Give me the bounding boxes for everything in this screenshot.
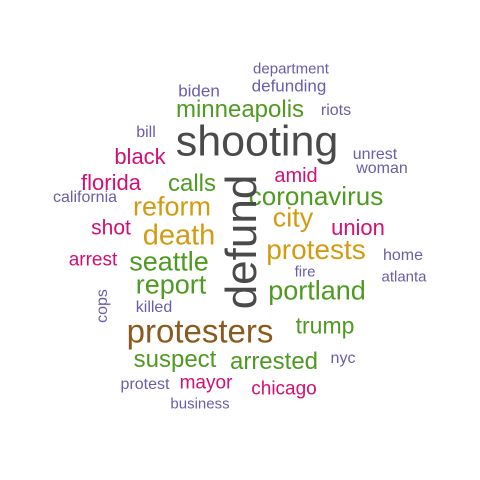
word-trump: trump bbox=[295, 312, 355, 339]
word-defund: defund bbox=[217, 174, 266, 310]
word-business: business bbox=[170, 395, 230, 413]
word-biden: biden bbox=[178, 81, 220, 101]
word-department: department bbox=[253, 60, 329, 78]
word-arrested: arrested bbox=[229, 348, 319, 375]
word-cops: cops bbox=[94, 289, 111, 323]
word-atlanta: atlanta bbox=[381, 268, 427, 286]
word-arrest: arrest bbox=[68, 249, 118, 271]
word-california: california bbox=[52, 189, 118, 206]
word-reform: reform bbox=[132, 191, 212, 222]
word-bill: bill bbox=[136, 124, 156, 141]
word-union: union bbox=[331, 215, 385, 240]
word-home: home bbox=[382, 247, 424, 264]
word-defunding: defunding bbox=[251, 76, 327, 96]
word-killed: killed bbox=[135, 299, 173, 316]
word-seattle: seattle bbox=[129, 246, 209, 277]
word-report: report bbox=[135, 269, 207, 300]
word-protests: protests bbox=[266, 234, 366, 265]
word-riots: riots bbox=[320, 102, 352, 119]
word-florida: florida bbox=[81, 170, 141, 195]
word-suspect: suspect bbox=[133, 346, 217, 373]
word-unrest: unrest bbox=[352, 146, 398, 163]
word-mayor: mayor bbox=[179, 372, 233, 394]
word-fire: fire bbox=[294, 263, 316, 281]
word-calls: calls bbox=[167, 170, 217, 197]
word-woman: woman bbox=[356, 160, 408, 177]
word-protest: protest bbox=[120, 376, 170, 393]
word-black: black bbox=[114, 144, 166, 169]
word-chicago: chicago bbox=[251, 378, 317, 400]
word-shot: shot bbox=[91, 216, 131, 240]
word-minneapolis: minneapolis bbox=[175, 96, 305, 123]
word-shooting: shooting bbox=[175, 117, 339, 166]
word-protesters: protesters bbox=[126, 312, 274, 350]
word-nyc: nyc bbox=[330, 350, 356, 367]
word-city: city bbox=[272, 202, 314, 233]
word-amid: amid bbox=[274, 165, 318, 187]
word-coronavirus: coronavirus bbox=[248, 181, 384, 211]
word-portland: portland bbox=[268, 275, 366, 306]
word-death: death bbox=[142, 219, 216, 252]
